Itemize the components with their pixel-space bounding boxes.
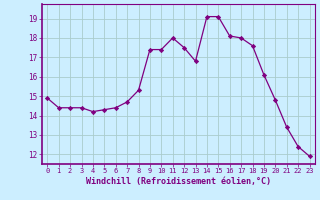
X-axis label: Windchill (Refroidissement éolien,°C): Windchill (Refroidissement éolien,°C) — [86, 177, 271, 186]
